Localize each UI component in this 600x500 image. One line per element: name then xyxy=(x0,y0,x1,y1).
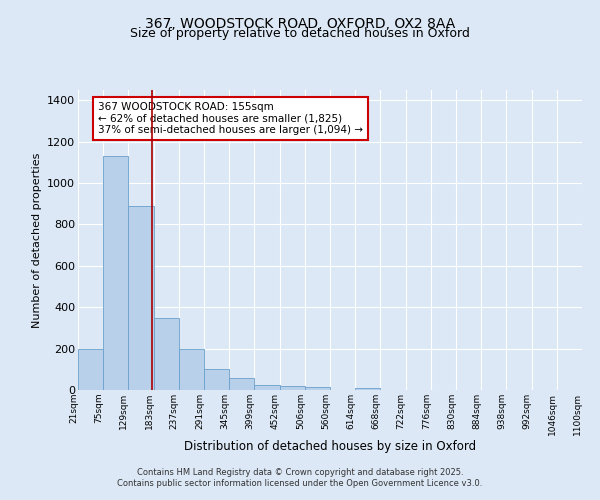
Bar xyxy=(154,318,179,390)
Bar xyxy=(355,388,380,390)
Text: 367, WOODSTOCK ROAD, OXFORD, OX2 8AA: 367, WOODSTOCK ROAD, OXFORD, OX2 8AA xyxy=(145,18,455,32)
Bar xyxy=(179,348,204,390)
X-axis label: Distribution of detached houses by size in Oxford: Distribution of detached houses by size … xyxy=(184,440,476,454)
Bar xyxy=(305,387,330,390)
Text: 367 WOODSTOCK ROAD: 155sqm
← 62% of detached houses are smaller (1,825)
37% of s: 367 WOODSTOCK ROAD: 155sqm ← 62% of deta… xyxy=(98,102,363,135)
Bar xyxy=(254,385,280,390)
Bar xyxy=(204,370,229,390)
Bar xyxy=(128,206,154,390)
Bar xyxy=(280,386,305,390)
Text: Size of property relative to detached houses in Oxford: Size of property relative to detached ho… xyxy=(130,28,470,40)
Text: Contains HM Land Registry data © Crown copyright and database right 2025.
Contai: Contains HM Land Registry data © Crown c… xyxy=(118,468,482,487)
Bar xyxy=(103,156,128,390)
Bar xyxy=(229,378,254,390)
Bar xyxy=(78,348,103,390)
Y-axis label: Number of detached properties: Number of detached properties xyxy=(32,152,41,328)
